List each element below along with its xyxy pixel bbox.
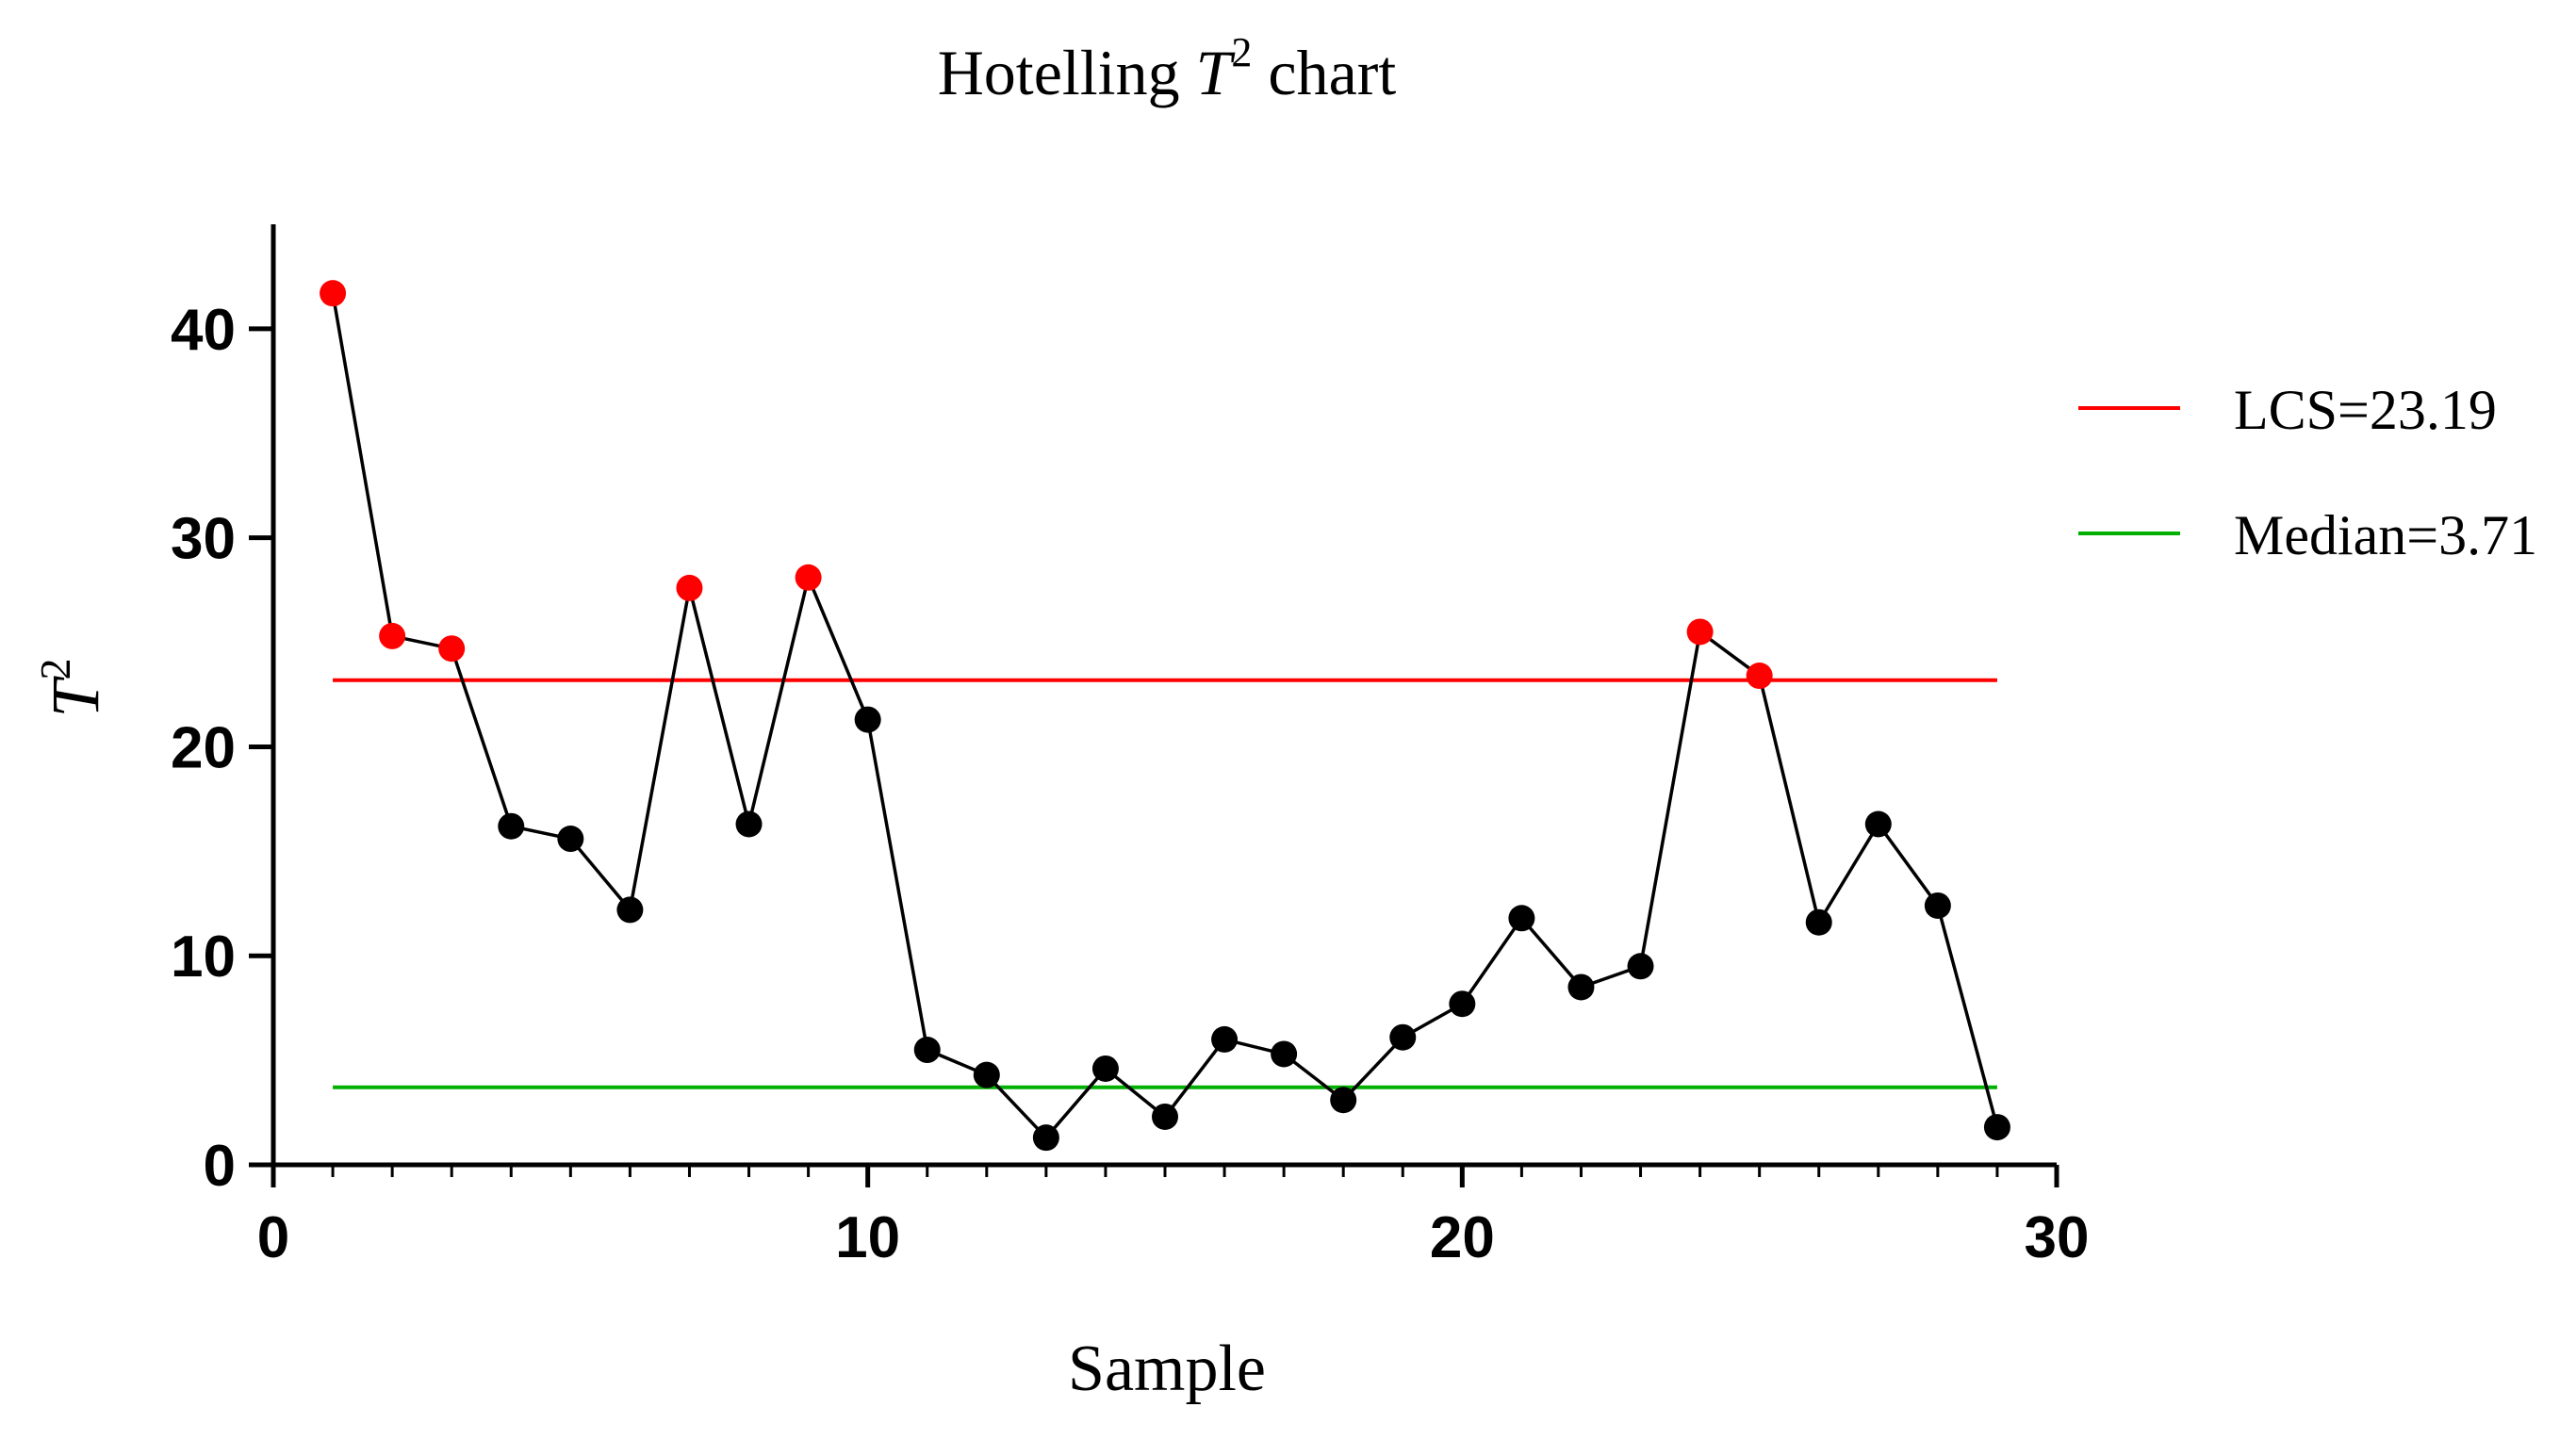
chart-title-prefix: Hotelling — [938, 37, 1196, 108]
data-point — [1567, 974, 1595, 1001]
data-point — [557, 826, 584, 853]
y-tick-label: 10 — [171, 925, 236, 990]
y-tick-label: 0 — [204, 1134, 236, 1199]
y-tick-label: 30 — [171, 507, 236, 572]
y-tick-label: 40 — [171, 298, 236, 363]
chart-title-suffix: chart — [1252, 37, 1396, 108]
series-line — [331, 292, 1999, 1140]
data-point — [1924, 892, 1951, 919]
data-point — [1449, 990, 1476, 1018]
data-point — [973, 1061, 1000, 1088]
x-tick-label: 0 — [257, 1205, 289, 1270]
x-tick-label: 30 — [2025, 1205, 2090, 1270]
data-point — [1211, 1025, 1239, 1053]
y-tick-label: 20 — [171, 715, 236, 780]
data-point-out-of-control — [795, 564, 822, 591]
data-point — [498, 812, 525, 840]
data-point — [913, 1037, 941, 1064]
data-point — [616, 896, 644, 924]
data-point — [1152, 1103, 1178, 1130]
reference-lines — [333, 678, 1997, 1089]
data-point — [1330, 1087, 1357, 1114]
data-point — [735, 810, 763, 838]
legend-label: LCS=23.19 — [2234, 379, 2497, 441]
series-polyline — [331, 292, 1999, 1140]
data-point — [1805, 908, 1832, 936]
data-point-out-of-control — [438, 635, 466, 663]
legend: LCS=23.19 Median=3.71 — [2078, 379, 2537, 566]
data-point-out-of-control — [379, 622, 406, 649]
y-axis-label: T2 — [31, 658, 113, 717]
data-point-out-of-control — [1746, 663, 1773, 690]
y-axis-label-var: T — [38, 676, 113, 718]
chart-title: Hotelling T2 chart — [938, 29, 1397, 108]
data-point-out-of-control — [320, 280, 347, 307]
chart-title-sup: 2 — [1231, 29, 1252, 75]
data-point — [1091, 1055, 1119, 1082]
data-point — [1032, 1124, 1059, 1152]
x-ticks: 0 10 20 30 — [257, 1165, 2090, 1270]
data-point — [1983, 1114, 2010, 1141]
x-tick-label: 20 — [1430, 1205, 1495, 1270]
data-point-out-of-control — [1686, 618, 1714, 646]
data-points — [320, 280, 2010, 1152]
y-axis-label-sup: 2 — [31, 658, 79, 679]
x-tick-label: 10 — [835, 1205, 900, 1270]
data-point — [1508, 905, 1535, 932]
legend-label: Median=3.71 — [2234, 504, 2537, 566]
data-point — [1271, 1040, 1298, 1068]
data-point — [1389, 1023, 1417, 1051]
data-point — [1864, 810, 1892, 838]
chart-title-var: T — [1196, 37, 1236, 108]
data-point-out-of-control — [676, 574, 703, 601]
data-point — [1627, 953, 1654, 980]
y-ticks: 0 10 20 30 40 — [171, 298, 273, 1199]
data-point — [854, 706, 881, 733]
x-axis-label: Sample — [1068, 1333, 1266, 1405]
